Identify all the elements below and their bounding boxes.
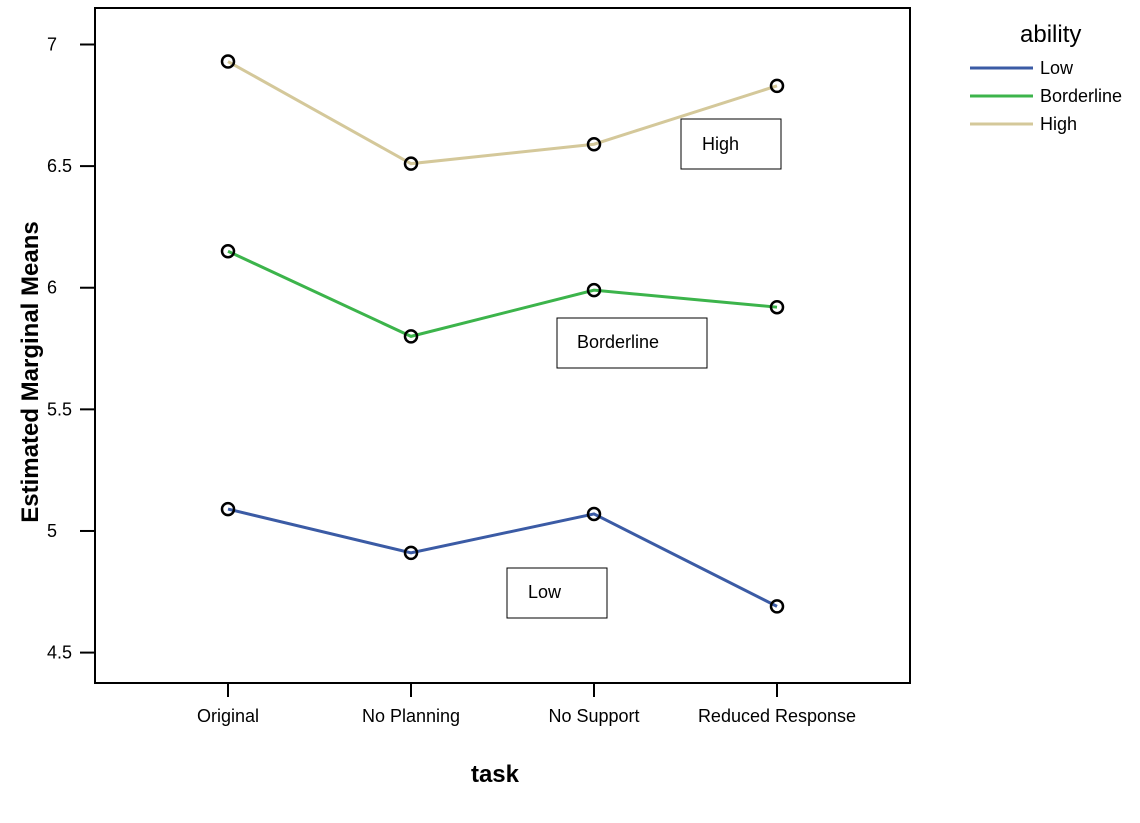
annotation-low: Low: [506, 567, 608, 619]
annotation-high-box: [680, 118, 782, 170]
y-tick-label: 5.5: [47, 399, 72, 419]
x-tick-label: No Support: [548, 706, 639, 726]
data-point-borderline: [403, 329, 419, 344]
annotation-low-label: Low: [528, 582, 562, 602]
x-axis: Original No Planning No Support Reduced Res…: [197, 683, 856, 726]
annotation-borderline-label: Borderline: [577, 332, 659, 352]
series-line-low: [227, 507, 778, 608]
x-tick-label: Reduced Response: [698, 706, 856, 726]
legend-label-high: High: [1040, 114, 1077, 134]
series-high: [220, 54, 785, 171]
x-axis-title: task: [471, 761, 520, 788]
data-point-high: [769, 78, 785, 94]
y-tick-label: 7: [47, 34, 57, 54]
series-layer: [220, 54, 785, 614]
annotation-borderline: Borderline: [556, 317, 708, 369]
series-low: [220, 501, 785, 614]
data-point-low: [586, 506, 602, 522]
data-point-high: [586, 136, 602, 152]
data-point-borderline: [769, 299, 785, 315]
plot-frame: [94, 7, 911, 684]
legend: ability Low Borderline High: [970, 21, 1122, 134]
data-point-low: [220, 501, 236, 517]
y-axis: 4.5 5 5.5 6 6.5 7: [47, 34, 95, 663]
data-point-high: [403, 156, 419, 171]
data-point-borderline: [220, 243, 236, 259]
data-point-low: [403, 545, 419, 561]
data-point-high: [220, 54, 236, 69]
series-line-borderline: [227, 249, 778, 338]
data-point-low: [769, 599, 785, 614]
legend-title: ability: [1020, 21, 1081, 48]
data-point-borderline: [586, 282, 602, 298]
legend-label-low: Low: [1040, 58, 1074, 78]
annotation-low-box: [506, 567, 608, 619]
y-tick-label: 6.5: [47, 156, 72, 176]
annotation-high-label: High: [702, 134, 739, 154]
legend-label-borderline: Borderline: [1040, 86, 1122, 106]
series-borderline: [220, 243, 785, 344]
annotation-high: High: [680, 118, 782, 170]
y-tick-label: 5: [47, 521, 57, 541]
y-axis-title: Estimated Marginal Means: [17, 221, 44, 522]
series-line-high: [227, 60, 778, 166]
x-tick-label: No Planning: [362, 706, 460, 726]
y-tick-label: 6: [47, 278, 57, 298]
annotation-borderline-box: [556, 317, 708, 369]
x-tick-label: Original: [197, 706, 259, 726]
legend-items: Low Borderline High: [970, 58, 1122, 134]
y-tick-label: 4.5: [47, 643, 72, 663]
